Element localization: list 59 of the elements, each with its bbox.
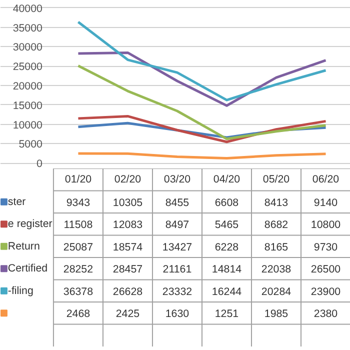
data-label: 20284 <box>261 286 292 298</box>
data-label: 11508 <box>64 219 93 232</box>
data-label: 23332 <box>162 286 192 298</box>
data-label: 1251 <box>214 308 239 320</box>
data-label: 16244 <box>212 286 242 298</box>
data-label: 25087 <box>63 241 94 254</box>
data-label: 23900 <box>310 286 341 298</box>
data-label: 18574 <box>112 241 143 254</box>
y-tick-label: 40000 <box>12 2 43 15</box>
y-tick-label: 20000 <box>12 80 43 92</box>
x-tick-label: 06/20 <box>312 174 340 186</box>
y-tick-label: 25000 <box>12 61 43 74</box>
line-series <box>76 64 327 140</box>
y-tick-label: 0 <box>36 158 43 170</box>
data-label: 13427 <box>162 241 192 254</box>
data-label: 2425 <box>116 308 140 320</box>
data-label: 6608 <box>214 196 239 209</box>
data-label: 28457 <box>112 264 143 276</box>
x-tick-label: 01/20 <box>64 174 92 186</box>
x-tick-label: 05/20 <box>262 174 290 186</box>
data-label: 26500 <box>310 264 341 276</box>
data-label: 1985 <box>264 308 288 320</box>
data-label: 26628 <box>112 286 143 298</box>
data-label: 2380 <box>314 308 338 320</box>
legend-label: Return <box>8 240 40 252</box>
data-label: 8497 <box>165 219 190 232</box>
y-tick-label: 15000 <box>12 100 43 112</box>
data-label: 10800 <box>310 219 341 232</box>
legend-label: e register <box>8 218 53 230</box>
data-label: 5465 <box>214 219 239 232</box>
data-label: 10305 <box>112 196 143 209</box>
data-label: 1630 <box>165 308 190 320</box>
data-label: 14814 <box>212 264 242 276</box>
data-label: 8165 <box>264 241 288 254</box>
y-tick-label: 10000 <box>12 119 43 132</box>
line-series <box>76 51 327 107</box>
data-label: 8455 <box>165 196 190 209</box>
line-series <box>76 20 327 102</box>
x-tick-label: 04/20 <box>213 174 240 186</box>
x-tick-label: 03/20 <box>164 174 191 186</box>
data-label: 9140 <box>314 196 338 209</box>
data-label: 21161 <box>162 264 192 276</box>
y-tick-label: 5000 <box>18 138 43 151</box>
y-tick-label: 30000 <box>12 42 43 54</box>
legend-label: ster <box>8 196 26 208</box>
data-label: 28252 <box>63 264 94 276</box>
x-tick-label: 02/20 <box>114 174 142 186</box>
data-label: 8682 <box>264 219 288 232</box>
legend-label: -filing <box>8 284 34 297</box>
data-label: 2468 <box>66 308 90 320</box>
data-label: 9730 <box>314 241 338 254</box>
data-label: 22038 <box>261 264 292 276</box>
y-tick-label: 35000 <box>12 22 43 34</box>
data-label: 6228 <box>214 241 239 254</box>
data-label: 12083 <box>112 219 143 232</box>
data-label: 36378 <box>63 286 94 298</box>
data-label: 9343 <box>66 196 90 209</box>
legend-label: Certified <box>8 262 48 275</box>
data-label: 8413 <box>264 196 288 209</box>
